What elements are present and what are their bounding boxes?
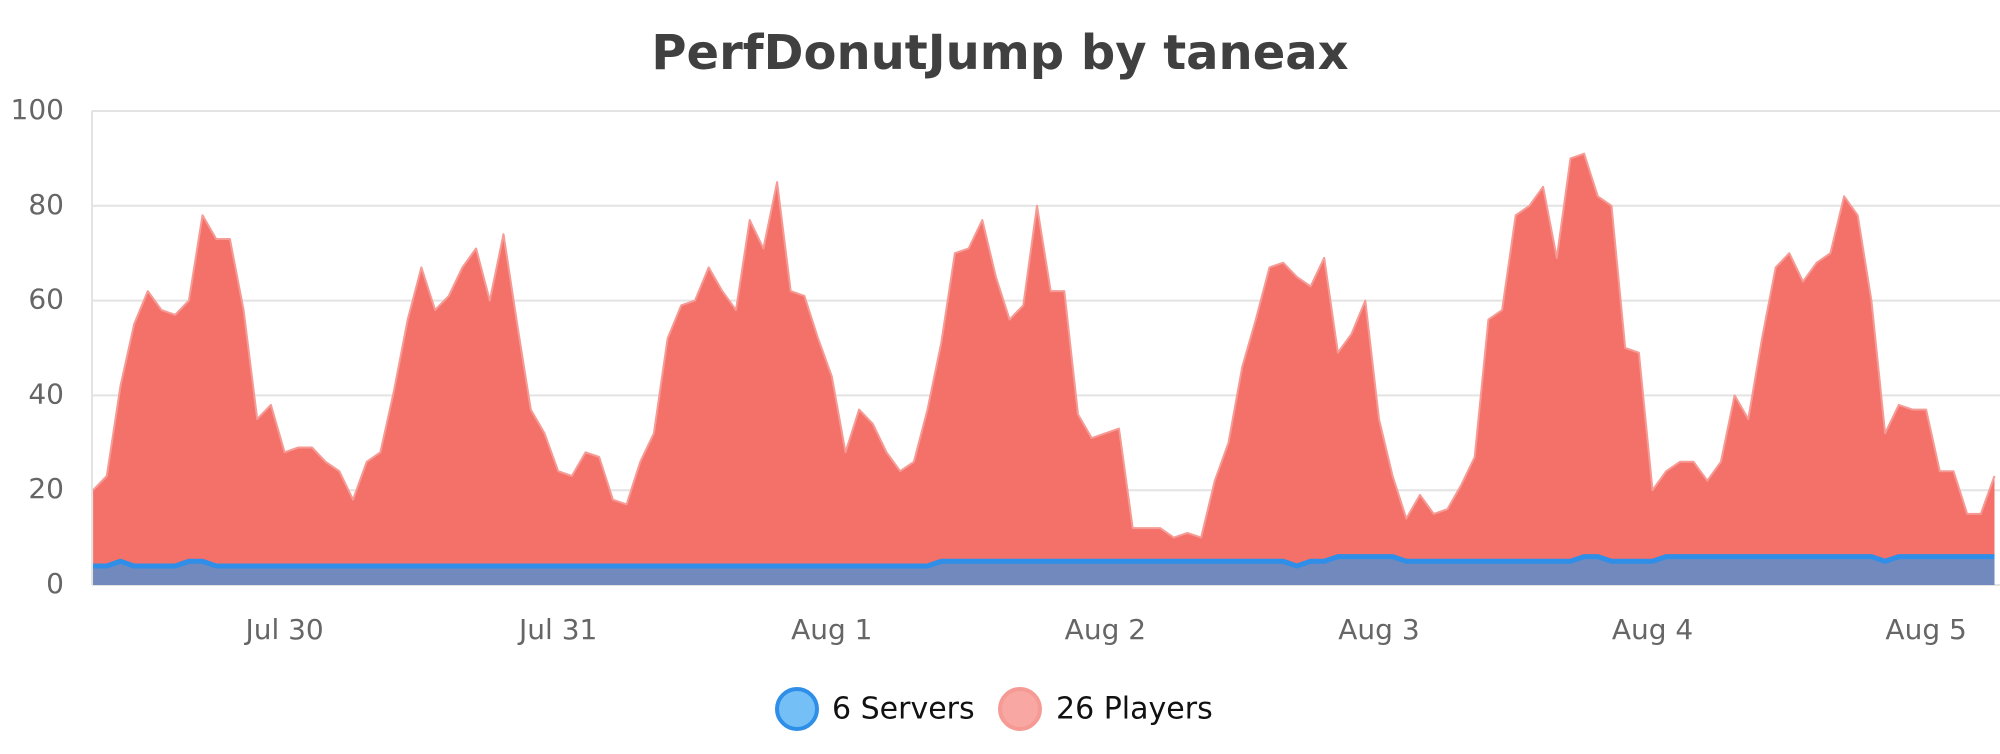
x-tick-label: Aug 3 xyxy=(1338,613,1419,646)
x-tick-label: Jul 30 xyxy=(243,613,323,646)
x-tick-label: Aug 5 xyxy=(1885,613,1966,646)
y-tick-label: 80 xyxy=(28,188,64,221)
x-tick-label: Aug 4 xyxy=(1612,613,1693,646)
y-tick-label: 60 xyxy=(28,283,64,316)
line xyxy=(93,554,1995,569)
y-tick-label: 0 xyxy=(46,567,64,600)
y-tick-label: 40 xyxy=(28,377,64,410)
x-tick-label: Aug 2 xyxy=(1065,613,1146,646)
x-tick-label: Jul 31 xyxy=(517,613,597,646)
legend-label[interactable]: 26 Players xyxy=(1056,692,1213,727)
y-tick-label: 100 xyxy=(11,93,64,126)
chart-title: PerfDonutJump by taneax xyxy=(651,25,1348,81)
legend-marker[interactable] xyxy=(998,687,1042,731)
line xyxy=(92,152,1996,539)
legend-label[interactable]: 6 Servers xyxy=(832,692,975,727)
legend-marker[interactable] xyxy=(775,687,819,731)
y-tick-label: 20 xyxy=(28,472,64,505)
x-tick-label: Aug 1 xyxy=(791,613,872,646)
area xyxy=(93,153,1995,585)
